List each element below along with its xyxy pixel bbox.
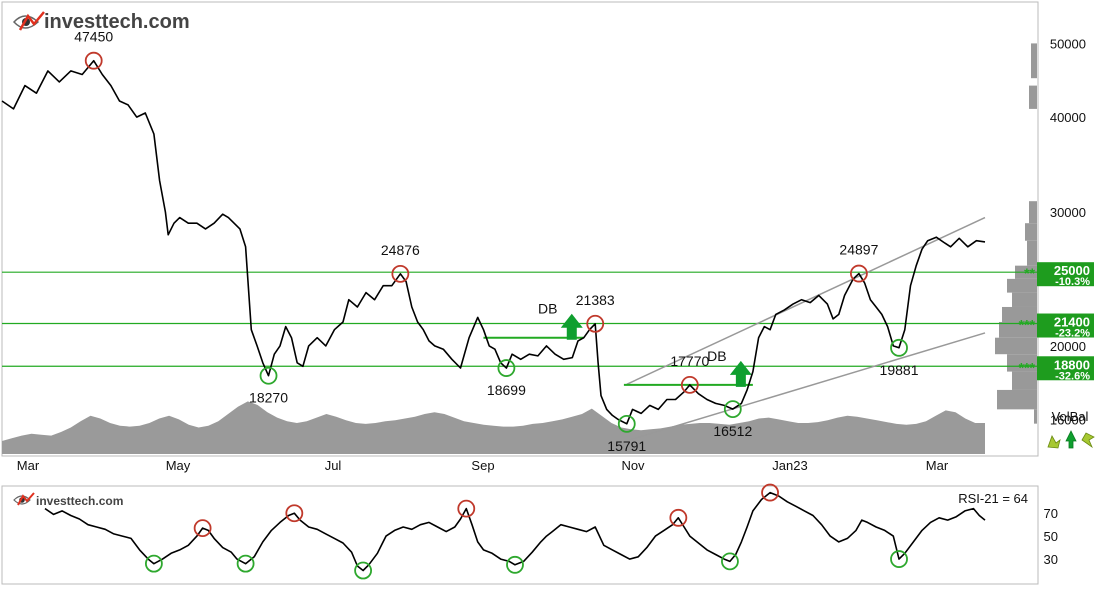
rsi-top-marker-circle (285, 504, 304, 523)
x-tick-label: Jan23 (772, 458, 807, 473)
logo-arrow-icon (18, 11, 45, 31)
level-label-box (1037, 313, 1094, 338)
rsi-bottom-marker-circle (506, 555, 524, 574)
rsi-value-label: RSI-21 = 64 (958, 491, 1028, 506)
price-annotation-label: 17770 (670, 353, 709, 369)
bottom-marker-circle (723, 400, 742, 419)
rsi-line (44, 491, 986, 572)
volume-profile-bar (1002, 306, 1037, 322)
volbal-label: VolBal (1052, 409, 1089, 424)
trend-channel-lower (626, 332, 986, 442)
level-stars: ** (1024, 265, 1035, 281)
price-panel-frame (1, 1, 1039, 457)
price-annotation-label: 47450 (74, 29, 113, 45)
buy-signal-arrow-icon (560, 313, 583, 340)
pattern-label: DB (538, 301, 557, 317)
level-value: 21400 (1054, 315, 1090, 330)
y-tick-label: 40000 (1050, 110, 1086, 125)
price-annotation-label: 24876 (381, 242, 420, 258)
level-change: -10.3% (1055, 276, 1090, 288)
rsi-panel: 30 50 70 RSI-21 = 64 (44, 483, 1058, 580)
rsi-top-marker-circle (669, 508, 688, 527)
top-marker-circle (586, 314, 605, 333)
volume-profile-bar (1031, 43, 1037, 79)
volume-profile-bar (1012, 371, 1037, 390)
brand-logo-top: investtech.com (12, 11, 190, 33)
volbal-arrow-up-icon (1065, 430, 1077, 449)
brand-logo-bottom: investtech.com (13, 492, 123, 508)
price-annotation-label: 19881 (880, 362, 919, 378)
volume-profile-bar (1012, 292, 1037, 307)
price-panel: Mar May Jul Sep Nov Jan23 Mar 16000 20000 30000 40… (1, 29, 1094, 473)
volume-profile-bar (1007, 354, 1037, 372)
volume-profile-bar (999, 321, 1037, 338)
price-annotation-label: 18699 (487, 382, 526, 398)
y-tick-label: 16000 (1050, 413, 1086, 428)
price-annotation-label: 15791 (607, 438, 646, 454)
x-tick-label: Nov (621, 458, 645, 473)
level-value: 25000 (1054, 263, 1090, 278)
level-change: -32.6% (1055, 370, 1090, 382)
rsi-tick-label: 70 (1044, 506, 1058, 521)
bottom-marker-circle (497, 359, 516, 377)
x-tick-label: May (166, 458, 191, 473)
y-tick-label: 50000 (1050, 36, 1086, 51)
volume-profile-bar (995, 337, 1037, 355)
level-label-box (1037, 262, 1094, 287)
top-marker-circle (391, 264, 410, 283)
bottom-marker-circle (890, 338, 908, 357)
rsi-top-marker-circle (761, 483, 779, 502)
x-tick-label: Mar (926, 458, 949, 473)
rsi-top-marker-circle (193, 519, 212, 538)
volume-profile-bar (1027, 240, 1037, 266)
volume-profile-bar (1025, 223, 1037, 241)
top-marker-circle (850, 264, 868, 283)
bottom-marker-circle (617, 414, 636, 433)
price-annotation-label: 21383 (576, 292, 615, 308)
price-annotation-label: 24897 (839, 242, 878, 258)
volume-profile-bar (1029, 201, 1037, 224)
rsi-bottom-marker-circle (144, 554, 163, 573)
rsi-bottom-marker-circle (236, 554, 255, 573)
price-annotation-label: 16512 (713, 423, 752, 439)
volbal-arrow-up-right-icon (1081, 432, 1095, 449)
top-marker-circle (84, 51, 103, 70)
rsi-tick-label: 50 (1044, 529, 1058, 544)
pattern-label: DB (707, 348, 726, 364)
logo-text-small: investtech.com (36, 494, 123, 508)
level-label-box (1037, 356, 1094, 381)
volbal-arrows (1047, 430, 1095, 449)
rsi-bottom-marker-circle (890, 550, 908, 568)
price-annotation-label: 18270 (249, 390, 288, 406)
logo-text: investtech.com (44, 11, 190, 33)
logo-arrow-small-icon (17, 492, 35, 506)
volbal-arrow-up-left-icon (1047, 435, 1061, 449)
bottom-marker-circle (259, 366, 278, 385)
buy-signal-arrow-icon (729, 360, 752, 387)
level-stars: *** (1019, 317, 1036, 333)
volume-profile-bar (997, 389, 1037, 410)
volume-balance-area (2, 401, 985, 454)
y-tick-label: 20000 (1050, 339, 1086, 354)
rsi-top-marker-circle (457, 499, 476, 518)
top-marker-circle (680, 375, 699, 394)
y-tick-label: 30000 (1050, 205, 1086, 220)
x-tick-label: Jul (325, 458, 342, 473)
rsi-tick-label: 30 (1044, 552, 1058, 567)
level-value: 18800 (1054, 357, 1090, 372)
rsi-bottom-marker-circle (721, 552, 739, 571)
level-stars: *** (1019, 359, 1036, 375)
x-tick-label: Mar (17, 458, 40, 473)
x-tick-label: Sep (471, 458, 494, 473)
volume-profile-bar (1034, 409, 1037, 424)
volume-profile-bar (1029, 85, 1037, 109)
rsi-bottom-marker-circle (354, 561, 373, 580)
rsi-panel-frame (1, 485, 1039, 585)
volume-profile-bar (1007, 278, 1037, 293)
level-change: -23.2% (1055, 328, 1090, 340)
